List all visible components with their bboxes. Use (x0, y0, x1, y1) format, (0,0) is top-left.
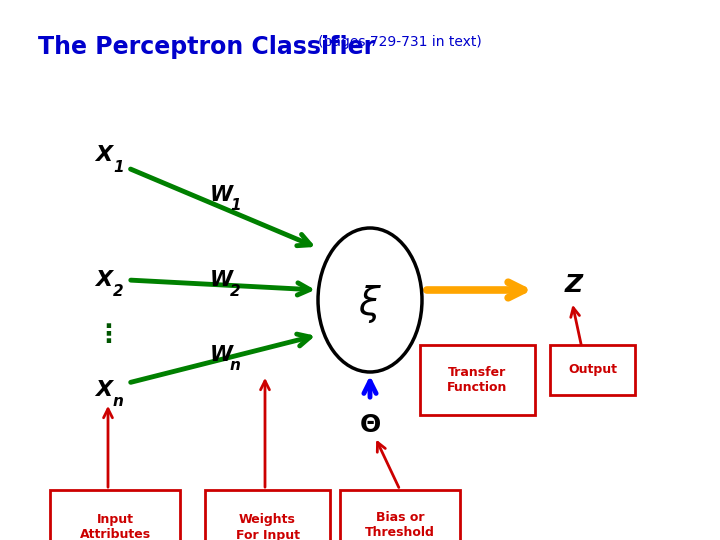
Text: 1: 1 (230, 199, 240, 213)
FancyBboxPatch shape (420, 345, 535, 415)
Text: 2: 2 (113, 285, 124, 300)
Text: n: n (230, 359, 241, 374)
Text: W: W (210, 185, 233, 205)
Text: Transfer
Function: Transfer Function (447, 366, 508, 394)
Text: Θ: Θ (359, 413, 381, 437)
Text: 2: 2 (230, 284, 240, 299)
Text: Bias or
Threshold: Bias or Threshold (365, 511, 435, 539)
Text: X: X (95, 270, 112, 290)
Text: Z: Z (565, 273, 583, 297)
Text: The Perceptron Classifier: The Perceptron Classifier (38, 35, 375, 59)
Text: 1: 1 (113, 159, 124, 174)
Text: X: X (95, 380, 112, 400)
Text: W: W (210, 345, 233, 365)
Text: $\xi$: $\xi$ (358, 283, 382, 325)
Text: (pages 729-731 in text): (pages 729-731 in text) (318, 35, 482, 49)
Text: X: X (95, 145, 112, 165)
Text: W: W (210, 270, 233, 290)
Ellipse shape (318, 228, 422, 372)
FancyBboxPatch shape (550, 345, 635, 395)
Text: n: n (113, 395, 124, 409)
FancyBboxPatch shape (205, 490, 330, 540)
FancyBboxPatch shape (340, 490, 460, 540)
Text: ⋮: ⋮ (78, 323, 121, 347)
Text: Output: Output (568, 363, 617, 376)
Text: Weights
For Input
Attributes: Weights For Input Attributes (232, 514, 303, 540)
FancyBboxPatch shape (50, 490, 180, 540)
Text: Input
Attributes
(Features): Input Attributes (Features) (78, 514, 152, 540)
